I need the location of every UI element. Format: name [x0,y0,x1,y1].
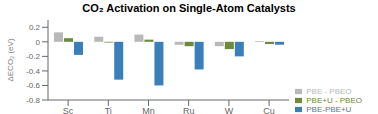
svg-text:Ti: Ti [105,106,112,114]
html-text:PBE-PBE+U: PBE-PBE+U [306,105,352,114]
html-text:CO₂ Activation on Single-Atom: CO₂ Activation on Single-Atom Catalysts [82,2,296,14]
svg-text:ΔECO₂ (eV): ΔECO₂ (eV) [8,38,15,81]
svg-text:Sc: Sc [63,106,74,114]
html-text:PBE+U - PBEO: PBE+U - PBEO [306,96,362,105]
svg-text:-0.2: -0.2 [26,52,40,61]
svg-text:-0.8: -0.8 [26,96,40,105]
svg-text:-0.4: -0.4 [26,67,40,76]
svg-text:0.2: 0.2 [29,23,41,32]
svg-text:W: W [225,106,234,114]
svg-text:-0.6: -0.6 [26,81,40,90]
svg-text:Mn: Mn [142,106,155,114]
svg-text:Cu: Cu [263,106,275,114]
html-text:PBE - PBEO: PBE - PBEO [306,87,352,96]
svg-text:Ru: Ru [183,106,195,114]
svg-text:0: 0 [36,38,41,47]
